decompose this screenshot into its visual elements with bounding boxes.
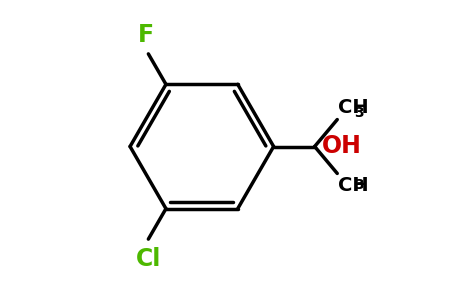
Text: 3: 3 — [354, 178, 364, 192]
Text: CH: CH — [338, 98, 368, 117]
Text: F: F — [138, 23, 154, 47]
Text: 3: 3 — [354, 106, 364, 120]
Text: CH: CH — [338, 176, 368, 195]
Text: Cl: Cl — [136, 247, 161, 271]
Text: OH: OH — [322, 134, 362, 158]
